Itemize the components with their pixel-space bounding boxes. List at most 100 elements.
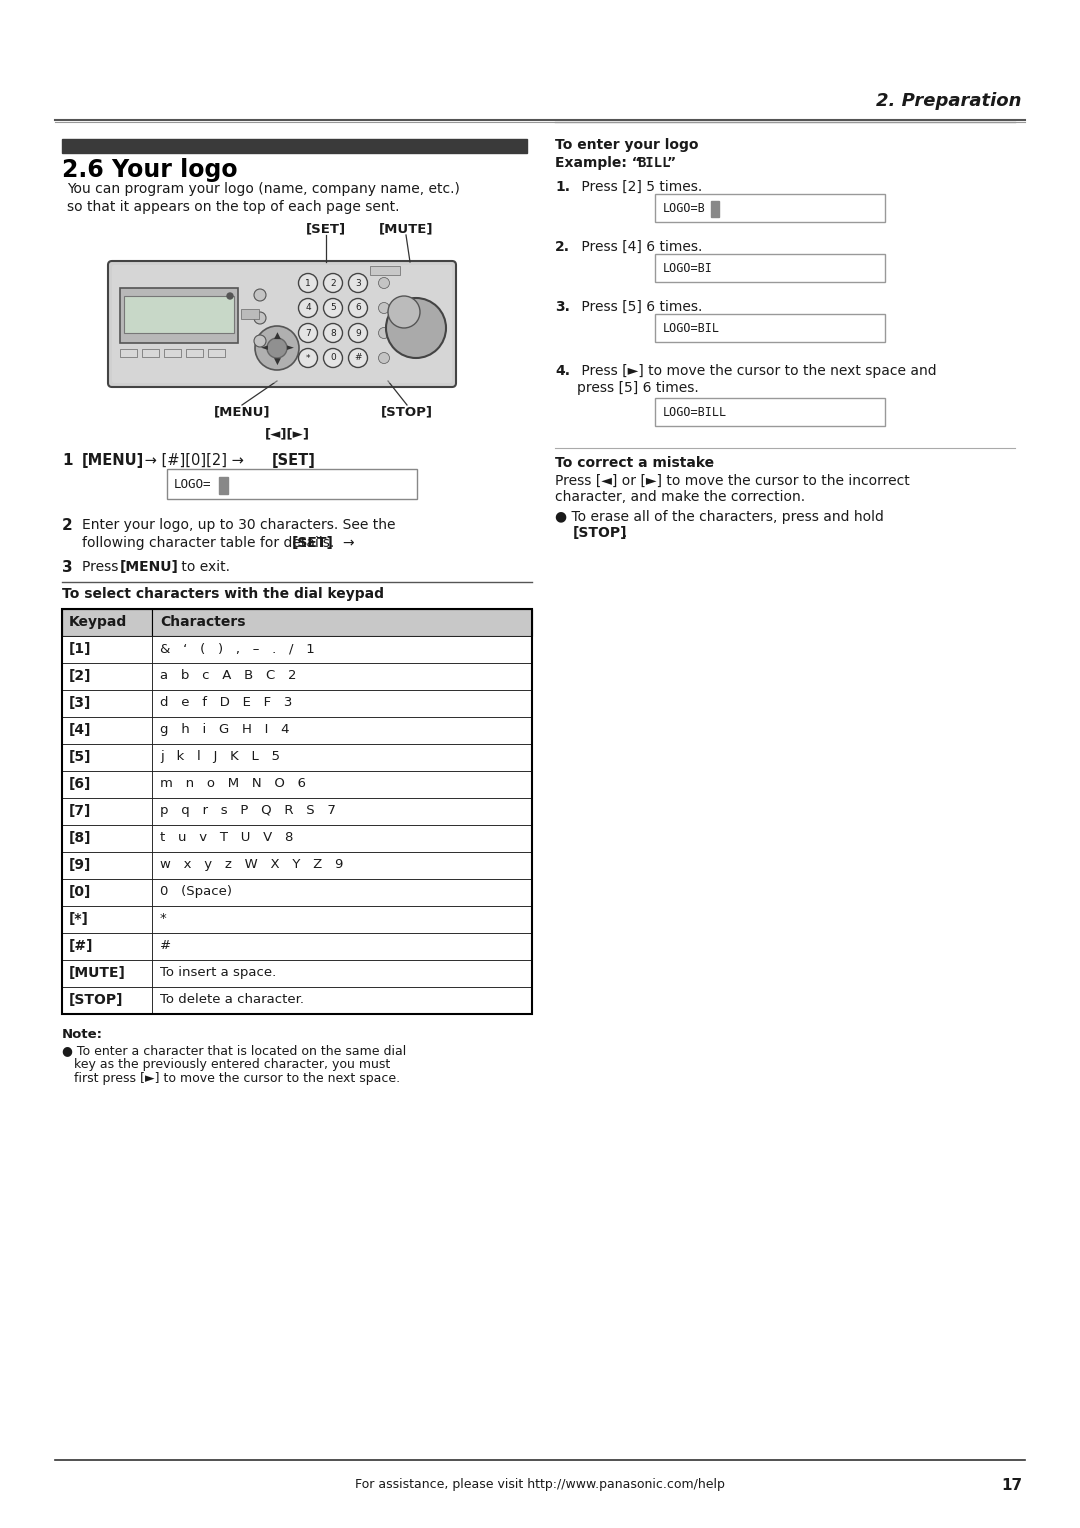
Bar [120,348,137,358]
Bar [654,313,885,342]
Text: LOGO=BIL: LOGO=BIL [663,322,720,335]
Text: 3: 3 [355,278,361,287]
Circle shape [388,296,420,329]
Text: press [5] 6 times.: press [5] 6 times. [577,380,699,396]
Circle shape [227,293,233,299]
Text: 1.: 1. [555,180,570,194]
Text: ”: ” [667,156,676,170]
Text: 8: 8 [330,329,336,338]
Bar [62,717,152,744]
Text: Enter your logo, up to 30 characters. See the: Enter your logo, up to 30 characters. Se… [82,518,395,532]
Circle shape [349,274,367,292]
Bar [141,348,159,358]
Circle shape [267,338,287,358]
Circle shape [324,274,342,292]
Text: Press [2] 5 times.: Press [2] 5 times. [577,180,702,194]
Text: [5]: [5] [69,750,92,764]
Circle shape [254,335,266,347]
Text: d   e   f   D   E   F   3: d e f D E F 3 [160,695,293,709]
Circle shape [349,348,367,368]
Text: 2. Preparation: 2. Preparation [877,92,1022,110]
Bar [711,202,719,217]
Circle shape [378,303,390,313]
Circle shape [349,298,367,318]
Text: To insert a space.: To insert a space. [160,966,276,979]
Text: [9]: [9] [69,859,92,872]
Bar [62,798,152,825]
Text: Keypad: Keypad [69,614,127,630]
Bar [152,717,532,744]
Text: To delete a character.: To delete a character. [160,993,303,1005]
Bar [62,906,152,934]
Bar [152,934,532,960]
Bar [167,469,417,500]
Text: [SET]: [SET] [306,222,346,235]
Text: [STOP]: [STOP] [573,526,627,539]
Bar [62,879,152,906]
Text: 5: 5 [330,304,336,313]
Text: following character table for details.  →: following character table for details. → [82,536,359,550]
Text: 4: 4 [306,304,311,313]
Text: Example: “: Example: “ [555,156,640,170]
Text: [6]: [6] [69,778,92,792]
Bar [62,691,152,717]
Text: LOGO=BILL: LOGO=BILL [663,406,727,419]
Bar [152,610,532,636]
Text: You can program your logo (name, company name, etc.): You can program your logo (name, company… [67,182,460,196]
Text: 9: 9 [355,329,361,338]
Text: [◄][►]: [◄][►] [265,426,310,440]
Text: Press [►] to move the cursor to the next space and: Press [►] to move the cursor to the next… [577,364,936,377]
Text: To enter your logo: To enter your logo [555,138,699,151]
Text: [2]: [2] [69,669,92,683]
Text: to exit.: to exit. [177,559,230,575]
Text: 0   (Space): 0 (Space) [160,885,232,898]
Bar [62,853,152,879]
Bar [152,772,532,798]
Text: ● To erase all of the characters, press and hold: ● To erase all of the characters, press … [555,510,883,524]
Bar [62,987,152,1015]
Bar [152,879,532,906]
Text: ►: ► [286,344,294,353]
Bar [152,960,532,987]
Text: ▼: ▼ [273,356,281,365]
Text: 2.: 2. [555,240,570,254]
Text: [4]: [4] [69,723,92,736]
Text: [MENU]: [MENU] [120,559,179,575]
Text: [*]: [*] [69,912,89,926]
Text: [MENU]: [MENU] [82,452,145,468]
Circle shape [324,298,342,318]
Text: ◄: ◄ [260,344,268,353]
Bar [241,309,259,319]
Text: #: # [160,940,171,952]
Text: p   q   r   s   P   Q   R   S   7: p q r s P Q R S 7 [160,804,336,817]
Text: 17: 17 [1001,1478,1022,1493]
Text: [0]: [0] [69,885,92,898]
Circle shape [378,278,390,289]
Text: &   ‘   (   )   ,   –   .   /   1: & ‘ ( ) , – . / 1 [160,642,314,656]
Text: w   x   y   z   W   X   Y   Z   9: w x y z W X Y Z 9 [160,859,343,871]
Text: [SET]: [SET] [272,452,315,468]
Circle shape [298,348,318,368]
Circle shape [324,348,342,368]
Text: [MUTE]: [MUTE] [69,966,126,979]
Text: [7]: [7] [69,804,92,817]
Bar [124,296,234,333]
Bar [62,663,152,691]
Text: t   u   v   T   U   V   8: t u v T U V 8 [160,831,294,843]
Text: first press [►] to move the cursor to the next space.: first press [►] to move the cursor to th… [62,1073,400,1085]
Bar [62,139,527,153]
Text: LOGO=B: LOGO=B [663,202,705,215]
Bar [219,477,228,494]
Bar [62,744,152,772]
Text: Press [4] 6 times.: Press [4] 6 times. [577,240,702,254]
Bar [152,663,532,691]
Text: Press: Press [82,559,123,575]
Text: *: * [160,912,166,924]
Circle shape [254,289,266,301]
Text: 1: 1 [306,278,311,287]
Bar [152,906,532,934]
Bar [62,934,152,960]
Text: To correct a mistake: To correct a mistake [555,455,714,471]
Text: [SET]: [SET] [292,536,334,550]
Circle shape [386,298,446,358]
